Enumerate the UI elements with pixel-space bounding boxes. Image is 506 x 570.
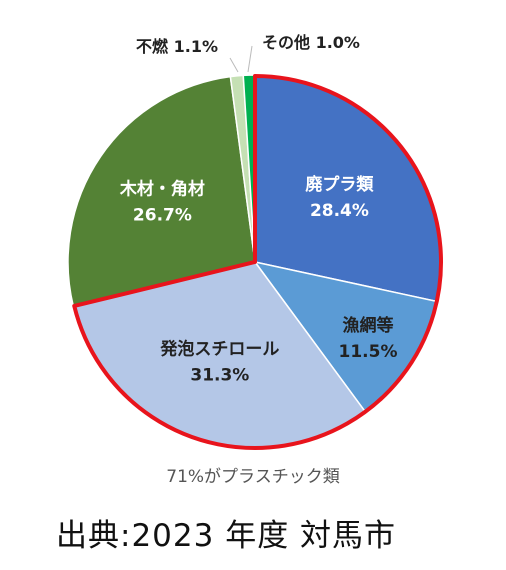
slice-timber xyxy=(67,75,256,308)
leader-line-incombustible xyxy=(229,57,239,73)
leader-line-other xyxy=(247,45,253,73)
source-citation: 出典:2023 年度 対馬市 xyxy=(56,518,397,554)
slice-fishing-nets-value: 11.5% xyxy=(339,342,398,362)
slice-timber-value: 26.7% xyxy=(133,206,192,226)
slice-timber-label: 木材・角材 xyxy=(119,179,205,200)
plastic-highlight-outline xyxy=(72,74,443,450)
pie-chart: 廃プラ類 28.4% 漁網等 11.5% 発泡スチロール 31.3% 木材・角材 26.7% 不… xyxy=(67,33,443,450)
slice-waste-plastic-value: 28.4% xyxy=(310,201,369,221)
slice-incombustible-label: 不燃 1.1% xyxy=(136,37,218,56)
slice-waste-plastic-label: 廃プラ類 xyxy=(305,174,374,195)
slice-fishing-nets-label: 漁網等 xyxy=(342,315,393,336)
slice-styrofoam-value: 31.3% xyxy=(190,366,249,386)
slice-other-label: その他 1.0% xyxy=(262,33,360,52)
plastic-share-annotation: 71%がプラスチック類 xyxy=(166,467,340,487)
slice-styrofoam-label: 発泡スチロール xyxy=(159,339,279,360)
